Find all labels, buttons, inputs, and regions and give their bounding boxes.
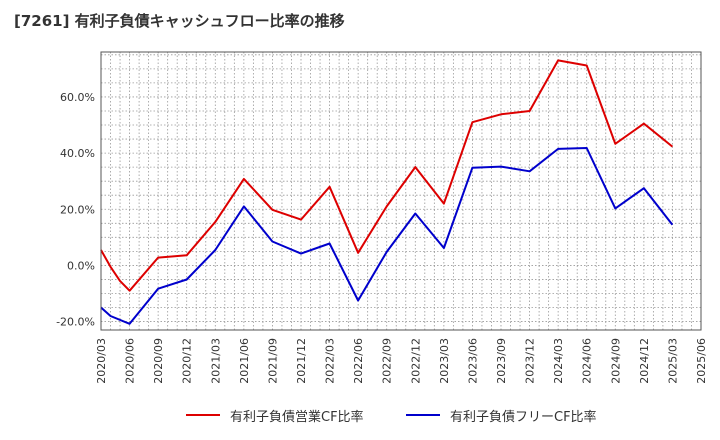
legend-label-operating-cf: 有利子負債営業CF比率 [230, 409, 364, 425]
x-axis-ticks: 2020/03 2020/06 2020/09 2020/12 2021/03 2021/… [95, 338, 708, 384]
x-tick-label: 2020/09 [152, 338, 165, 384]
legend-swatch-operating-cf [186, 414, 220, 416]
x-tick-label: 2020/06 [124, 338, 137, 384]
y-tick-label: 40.0% [60, 147, 95, 160]
x-tick-label: 2022/12 [409, 338, 422, 384]
x-tick-label: 2021/12 [295, 338, 308, 384]
y-tick-label: 60.0% [60, 91, 95, 104]
x-tick-label: 2024/03 [552, 338, 565, 384]
x-tick-label: 2020/12 [181, 338, 194, 384]
x-tick-label: 2021/03 [209, 338, 222, 384]
x-tick-label: 2022/06 [352, 338, 365, 384]
x-tick-label: 2024/09 [609, 338, 622, 384]
grid-layer [100, 52, 702, 330]
x-tick-label: 2025/06 [695, 338, 708, 384]
series-line-2 [100, 147, 674, 325]
x-tick-label: 2023/03 [438, 338, 451, 384]
legend: 有利子負債営業CF比率 有利子負債フリーCF比率 [0, 402, 720, 428]
x-tick-label: 2022/03 [324, 338, 337, 384]
legend-item-free-cf: 有利子負債フリーCF比率 [406, 402, 597, 428]
legend-label-free-cf: 有利子負債フリーCF比率 [450, 409, 597, 425]
chart-title: [7261] 有利子負債キャッシュフロー比率の推移 [14, 12, 345, 30]
y-tick-label: -20.0% [56, 316, 95, 329]
x-tick-label: 2023/09 [495, 338, 508, 384]
x-tick-label: 2021/06 [238, 338, 251, 384]
x-tick-label: 2020/03 [95, 338, 108, 384]
legend-swatch-free-cf [406, 414, 440, 416]
y-axis-ticks: -20.0% 0.0% 20.0% 40.0% 60.0% [56, 91, 95, 329]
x-tick-label: 2025/03 [666, 338, 679, 384]
y-tick-label: 20.0% [60, 203, 95, 216]
line-chart: -20.0% 0.0% 20.0% 40.0% 60.0% 2020/03 2020/06… [56, 51, 708, 384]
legend-item-operating-cf: 有利子負債営業CF比率 [186, 402, 364, 428]
series-layer [100, 59, 674, 325]
x-tick-label: 2024/06 [581, 338, 594, 384]
plot-frame [100, 51, 702, 331]
x-tick-label: 2024/12 [638, 338, 651, 384]
y-tick-label: 0.0% [67, 259, 95, 272]
x-tick-label: 2021/09 [266, 338, 279, 384]
series-line-1 [100, 59, 674, 292]
x-tick-label: 2022/09 [381, 338, 394, 384]
x-tick-label: 2023/12 [524, 338, 537, 384]
x-tick-label: 2023/06 [466, 338, 479, 384]
